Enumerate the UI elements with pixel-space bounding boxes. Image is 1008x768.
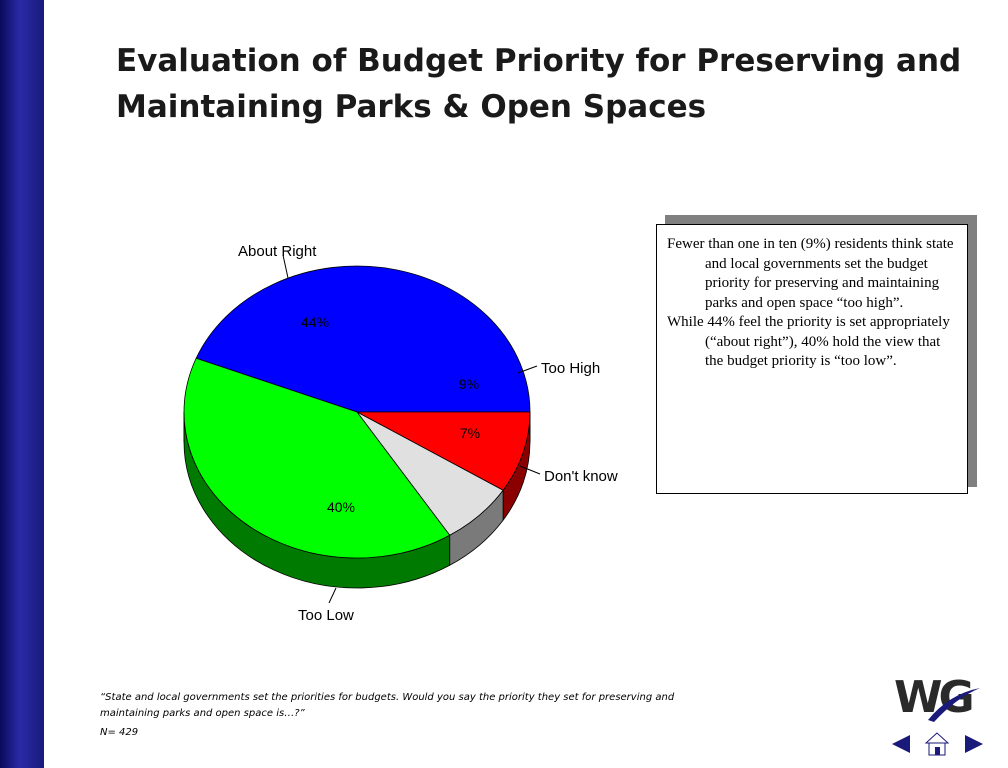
slice-label-too-low: Too Low — [298, 607, 354, 624]
leader-line-about-right — [282, 254, 289, 279]
pie-slice-about-right — [195, 265, 531, 413]
slice-label-too-high: Too High — [541, 360, 600, 377]
slide-title: Evaluation of Budget Priority for Preser… — [116, 43, 962, 125]
prev-arrow-icon[interactable] — [892, 735, 910, 753]
wg-logo: WG — [894, 672, 980, 723]
home-icon[interactable] — [924, 732, 950, 756]
slice-percent-don-t-know: 7% — [460, 425, 480, 441]
survey-question-footnote: “State and local governments set the pri… — [100, 692, 675, 719]
slice-label-about-right: About Right — [238, 243, 317, 260]
leader-line-too-low — [328, 587, 337, 604]
logo-swoosh-icon — [928, 688, 980, 722]
slice-label-don-t-know: Don't know — [544, 468, 618, 485]
slide-navigation — [890, 732, 985, 756]
next-arrow-icon[interactable] — [965, 735, 983, 753]
sidebar-band — [0, 0, 44, 768]
note-paragraph-1: Fewer than one in ten (9%) residents thi… — [667, 236, 954, 311]
leader-line-don-t-know — [519, 465, 541, 475]
note-box: Fewer than one in ten (9%) residents thi… — [656, 224, 968, 494]
note-paragraph-2: While 44% feel the priority is set appro… — [667, 314, 950, 369]
slice-percent-too-high: 9% — [459, 376, 479, 392]
slice-percent-about-right: 44% — [301, 314, 329, 330]
leader-line-too-high — [517, 365, 538, 374]
slice-percent-too-low: 40% — [327, 499, 355, 515]
pie-slice-too-low — [183, 357, 451, 559]
sample-size: N= 429 — [100, 727, 139, 738]
